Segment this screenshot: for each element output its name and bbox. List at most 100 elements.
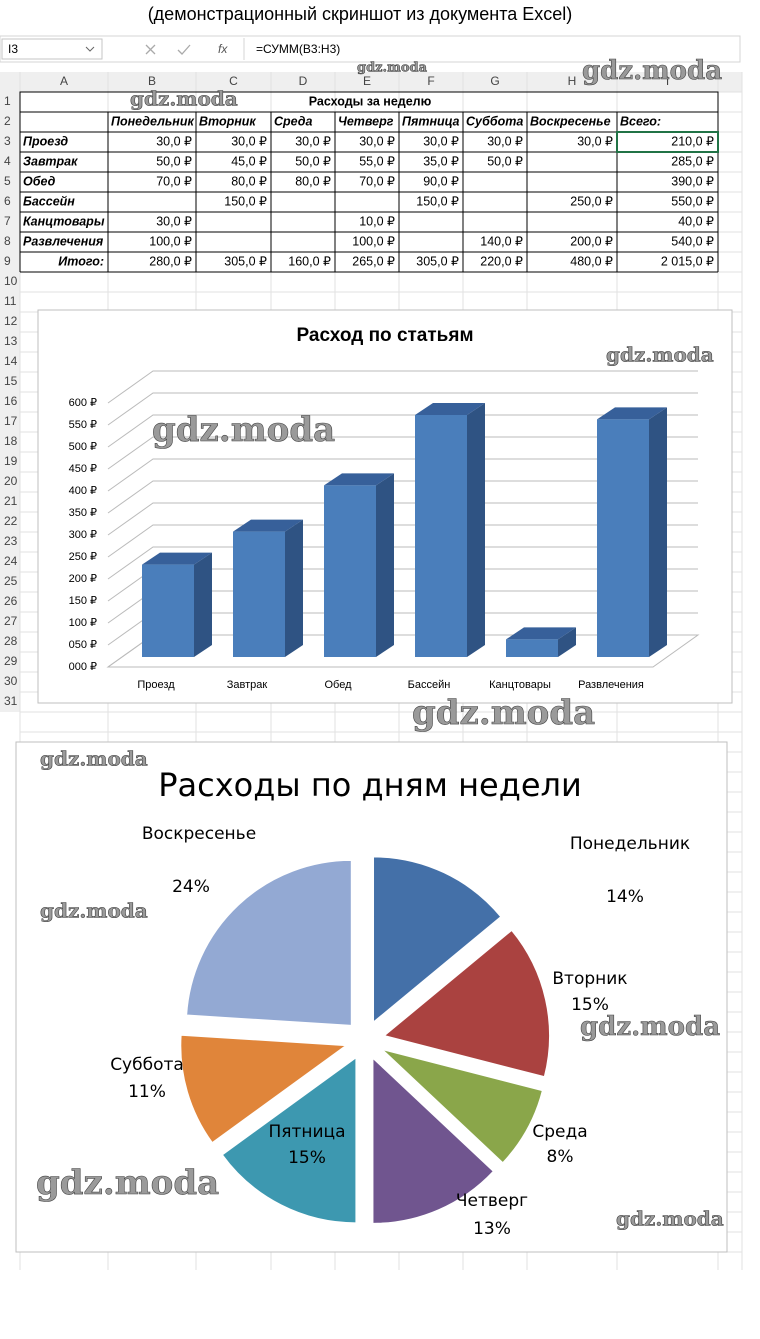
bar-top [324, 473, 394, 486]
watermark: gdz.moda [616, 1207, 724, 1231]
y-tick-label: 400 ₽ [69, 485, 97, 497]
watermark: gdz.moda [40, 899, 148, 923]
watermark: gdz.moda [580, 1012, 720, 1042]
column-header: A [60, 74, 68, 88]
bar-side [376, 473, 394, 657]
pie-slice [373, 856, 502, 1023]
bar-side [467, 403, 485, 657]
row-label: Развлечения [23, 234, 104, 248]
column-header: F [427, 74, 434, 88]
cell-value: 100,0 ₽ [149, 234, 192, 248]
row-label: Проезд [23, 134, 68, 148]
cell-value: 550,0 ₽ [671, 194, 714, 208]
chart-title: Расходы по дням недели [158, 766, 582, 804]
y-tick-label: 550 ₽ [69, 419, 97, 431]
watermark: gdz.moda [606, 343, 714, 367]
column-header: C [229, 74, 238, 88]
cell-value: 30,0 ₽ [156, 134, 192, 148]
row-header: 18 [4, 434, 18, 448]
row-header: 5 [4, 174, 11, 188]
column-header: B [148, 74, 156, 88]
row-label: Канцтовары [23, 214, 105, 228]
cell-value: 55,0 ₽ [359, 154, 395, 168]
bar-top [233, 519, 303, 532]
cell-value: 70,0 ₽ [359, 174, 395, 188]
cell-value: 150,0 ₽ [416, 194, 459, 208]
cell-value: 285,0 ₽ [671, 154, 714, 168]
x-tick-label: Проезд [137, 679, 175, 691]
cell-value: 140,0 ₽ [480, 234, 523, 248]
table-title: Расходы за неделю [309, 94, 432, 108]
watermark: gdz.moda [130, 87, 238, 111]
column-header: I [666, 74, 669, 88]
cell-value: 50,0 ₽ [156, 154, 192, 168]
slice-percent: 24% [172, 877, 210, 897]
column-title: Вторник [199, 114, 256, 128]
x-tick-label: Завтрак [227, 679, 268, 691]
column-title: Понедельник [111, 114, 194, 128]
bar [415, 415, 467, 657]
row-label: Итого: [58, 254, 104, 268]
column-title: Пятница [402, 114, 460, 128]
row-header: 16 [4, 394, 18, 408]
bar [506, 639, 558, 657]
formula-text[interactable]: =СУММ(B3:H3) [256, 42, 340, 56]
column-header: D [299, 74, 308, 88]
y-tick-label: 200 ₽ [69, 573, 97, 585]
name-box[interactable] [1, 38, 103, 60]
bar-top [506, 627, 576, 640]
cell-value: 30,0 ₽ [295, 134, 331, 148]
row-header: 15 [4, 374, 18, 388]
slice-name: Четверг [456, 1191, 528, 1211]
cell-value: 160,0 ₽ [288, 254, 331, 268]
y-tick-label: 450 ₽ [69, 463, 97, 475]
column-header: E [363, 74, 371, 88]
cell-value: 50,0 ₽ [295, 154, 331, 168]
slice-name: Пятница [268, 1122, 345, 1142]
cell-value: 30,0 ₽ [577, 134, 613, 148]
grid-line [107, 414, 698, 448]
cancel-icon[interactable] [145, 44, 156, 55]
cell-value: 2 015,0 ₽ [661, 254, 714, 268]
row-header: 21 [4, 494, 18, 508]
enter-icon[interactable] [177, 44, 191, 55]
y-tick-label: 050 ₽ [69, 639, 97, 651]
bar-side [649, 407, 667, 657]
x-tick-label: Бассейн [408, 679, 451, 691]
y-tick-label: 100 ₽ [69, 617, 97, 629]
function-icon[interactable]: fx [218, 42, 228, 56]
row-label: Бассейн [23, 194, 75, 208]
cell-value: 280,0 ₽ [149, 254, 192, 268]
slice-name: Вторник [552, 969, 627, 989]
pie-slice [186, 859, 352, 1026]
y-tick-label: 500 ₽ [69, 441, 97, 453]
grid-line [107, 502, 698, 536]
column-title: Суббота [466, 114, 523, 128]
row-header: 12 [4, 314, 18, 328]
pie-slice [221, 1056, 357, 1224]
cell-value: 200,0 ₽ [570, 234, 613, 248]
column-title: Всего: [620, 114, 661, 128]
slice-name: Воскресенье [142, 824, 256, 844]
dropdown-icon[interactable] [85, 46, 95, 52]
row-header: 7 [4, 214, 11, 228]
bar [597, 419, 649, 657]
row-header: 28 [4, 634, 18, 648]
grid-line [107, 392, 698, 426]
watermark: gdz.moda [582, 56, 722, 86]
column-header: H [568, 74, 577, 88]
column-title: Четверг [338, 114, 394, 128]
row-header: 23 [4, 534, 18, 548]
cell-value: 45,0 ₽ [231, 154, 267, 168]
grid-line [107, 480, 698, 514]
watermark: gdz.moda [152, 410, 335, 450]
slice-name: Понедельник [570, 834, 690, 854]
row-header: 13 [4, 334, 18, 348]
row-header: 6 [4, 194, 11, 208]
x-tick-label: Развлечения [578, 679, 644, 691]
row-header: 4 [4, 154, 11, 168]
row-header: 9 [4, 254, 11, 268]
row-label: Завтрак [23, 154, 78, 168]
row-header: 2 [4, 114, 11, 128]
